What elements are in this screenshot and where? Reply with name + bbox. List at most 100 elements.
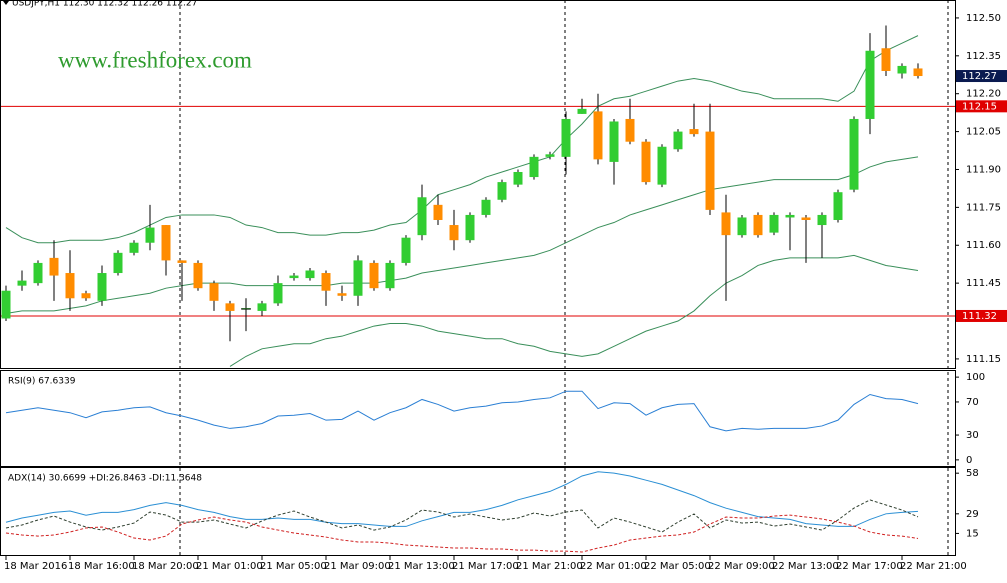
level-tag [956, 100, 1007, 113]
line [5, 390, 919, 432]
candle-body [225, 303, 235, 311]
y-tick-label: 70 [966, 397, 979, 408]
adx-panel [0, 467, 956, 556]
y-tick-label: 0 [966, 455, 972, 466]
rsi-panel [0, 370, 956, 467]
x-tick-label: 22 Mar 01:00 [580, 561, 647, 572]
candle-body [273, 283, 283, 304]
current-price: 112.27 [962, 71, 997, 82]
x-tick-label: 21 Mar 17:00 [452, 561, 519, 572]
candle-body [401, 237, 411, 263]
title-icon [3, 1, 9, 5]
candle-body [161, 225, 171, 261]
y-tick-label: 111.45 [966, 278, 1001, 289]
y-tick-label: 111.75 [966, 202, 1001, 213]
candle-body [305, 270, 315, 279]
candle-body [481, 199, 491, 215]
line [5, 499, 919, 533]
price-tag [956, 70, 1007, 83]
x-tick-label: 21 Mar 09:00 [324, 561, 391, 572]
x-tick-label: 18 Mar 2016 [4, 561, 67, 572]
y-tick-label: 112.35 [966, 51, 1001, 62]
candle-body [881, 48, 891, 71]
y-tick-label: 111.15 [966, 354, 1001, 365]
candle-body [113, 252, 123, 274]
candle-body [241, 308, 251, 310]
line [5, 35, 919, 244]
candle-body [1, 290, 11, 319]
candle-body [49, 257, 59, 276]
candle-body [65, 273, 75, 299]
candle-body [865, 50, 875, 119]
candle-body [561, 118, 571, 157]
candle-body [257, 303, 267, 311]
candle-body [33, 262, 43, 284]
x-tick-label: 21 Mar 13:00 [388, 561, 455, 572]
candle-body [193, 262, 203, 289]
candle-body [609, 121, 619, 162]
y-tick-label: 112.20 [966, 89, 1001, 100]
x-tick-label: 22 Mar 05:00 [644, 561, 711, 572]
candle-body [209, 283, 219, 301]
candle-body [625, 118, 635, 142]
candle-body [849, 118, 859, 190]
chart-title: USDJPY,H1 112.30 112.32 112.26 112.27 [12, 0, 197, 9]
x-tick-label: 22 Mar 21:00 [900, 561, 967, 572]
line [5, 156, 919, 314]
y-tick-label: 15 [966, 528, 979, 539]
x-tick-label: 22 Mar 09:00 [708, 561, 775, 572]
adx-title: ADX(14) 30.6699 +DI:26.8463 -DI:11.3648 [8, 474, 202, 484]
watermark: www.freshforex.com [58, 47, 252, 72]
rsi-title: RSI(9) 67.6339 [8, 377, 76, 387]
candle-body [753, 214, 763, 236]
candle-body [129, 242, 139, 253]
level-label: 112.15 [962, 101, 997, 112]
y-tick-label: 111.60 [966, 240, 1001, 251]
candle-body [289, 275, 299, 279]
y-tick-label: 58 [966, 468, 979, 479]
candle-body [465, 214, 475, 241]
y-tick-label: 112.50 [966, 13, 1001, 24]
candle-body [673, 131, 683, 150]
candle-body [577, 108, 587, 114]
level-label: 111.32 [962, 311, 997, 322]
candle-body [97, 273, 107, 301]
candle-body [513, 172, 523, 185]
candle-body [705, 131, 715, 210]
candle-body [593, 111, 603, 160]
candle-body [785, 214, 795, 218]
candle-body [497, 182, 507, 200]
candle-body [833, 192, 843, 220]
x-tick-label: 18 Mar 16:00 [68, 561, 135, 572]
candle-body [769, 214, 779, 233]
x-tick-label: 22 Mar 13:00 [772, 561, 839, 572]
candle-body [145, 227, 155, 243]
candle-body [369, 262, 379, 289]
candle-body [417, 197, 427, 236]
line [229, 254, 919, 367]
candle-body [641, 141, 651, 183]
candle-body [897, 65, 907, 74]
candle-body [449, 225, 459, 241]
price-panel [0, 0, 956, 369]
candle-body [801, 217, 811, 220]
x-tick-label: 22 Mar 17:00 [836, 561, 903, 572]
candle-body [545, 154, 555, 157]
candle-body [817, 214, 827, 226]
y-tick-label: 29 [966, 509, 979, 520]
y-tick-label: 112.05 [966, 127, 1001, 138]
line [5, 514, 919, 553]
candle-body [721, 212, 731, 236]
y-tick-label: 111.90 [966, 164, 1001, 175]
candle-body [81, 293, 91, 299]
candle-body [385, 262, 395, 289]
candle-body [913, 68, 923, 77]
y-tick-label: 100 [966, 372, 985, 383]
x-tick-label: 18 Mar 20:00 [132, 561, 199, 572]
y-tick-label: 30 [966, 430, 979, 441]
candle-body [337, 293, 347, 296]
candle-body [17, 280, 27, 286]
candle-body [433, 204, 443, 220]
